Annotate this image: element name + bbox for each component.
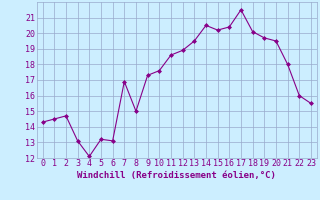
X-axis label: Windchill (Refroidissement éolien,°C): Windchill (Refroidissement éolien,°C) (77, 171, 276, 180)
